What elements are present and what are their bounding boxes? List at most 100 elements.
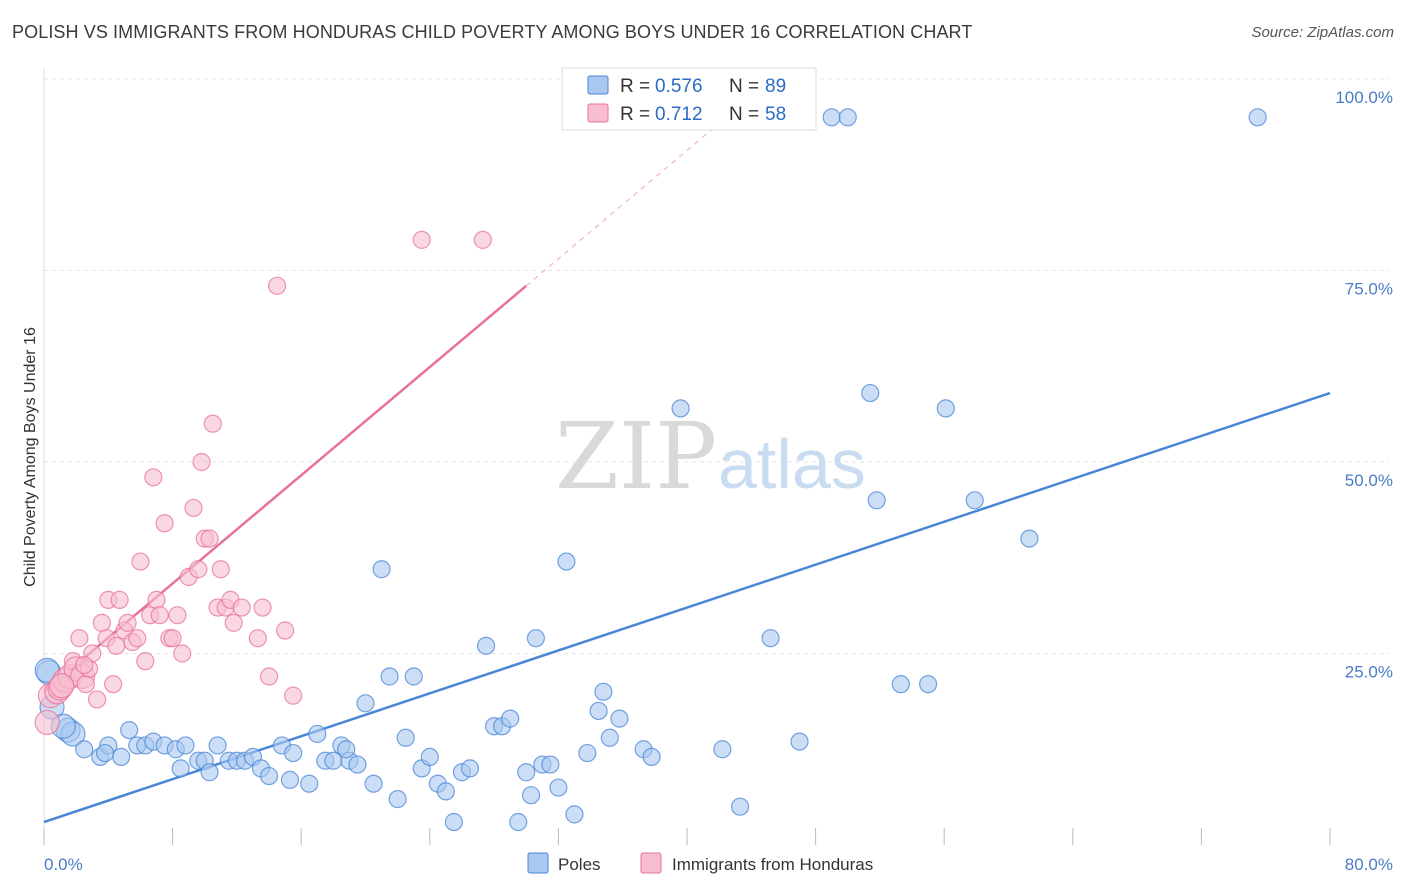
- poles-point-43: [420, 747, 439, 767]
- poles-point-69: [671, 399, 690, 418]
- honduras-point-57: [75, 655, 94, 675]
- poles-point-45: [436, 782, 455, 801]
- honduras-point-21: [118, 613, 137, 632]
- honduras-swatch: [587, 103, 609, 123]
- honduras-point-30: [155, 514, 174, 533]
- poles-point-74: [822, 108, 841, 127]
- poles-point-52: [501, 709, 520, 728]
- honduras-point-10: [76, 675, 95, 694]
- poles-point-7: [112, 747, 131, 767]
- tick-labels: 25.0% 50.0% 75.0% 100.0% 0.0% 80.0%: [44, 88, 1393, 874]
- honduras-point-37: [189, 560, 208, 579]
- watermark-zip: ZIP: [555, 403, 717, 510]
- poles-swatch: [587, 75, 609, 95]
- poles-point-28: [300, 774, 319, 793]
- poles-point-63: [589, 701, 608, 721]
- honduras-point-40: [200, 529, 219, 548]
- honduras-r-value: 0.712: [655, 104, 703, 125]
- poles-point-36: [364, 774, 383, 793]
- honduras-point-28: [147, 590, 166, 609]
- poles-point-60: [557, 552, 576, 571]
- poles-point-56: [526, 629, 545, 648]
- honduras-point-47: [232, 598, 251, 617]
- poles-point-39: [388, 789, 407, 809]
- watermark: ZIP atlas: [555, 403, 866, 510]
- honduras-point-8: [70, 629, 89, 648]
- poles-point-54: [517, 763, 536, 782]
- honduras-point-53: [284, 686, 303, 705]
- legend-swatch-poles: [527, 852, 549, 874]
- honduras-point-52: [276, 621, 295, 640]
- poles-point-46: [444, 812, 464, 832]
- grid-lines: [44, 78, 1390, 654]
- poles-point-80: [936, 399, 955, 418]
- poles-point-25: [259, 766, 279, 786]
- poles-r-value: 0.576: [655, 76, 703, 97]
- honduras-point-43: [211, 560, 230, 579]
- poles-point-75: [838, 108, 857, 127]
- poles-point-29: [308, 724, 327, 744]
- honduras-point-36: [184, 498, 203, 518]
- poles-point-18: [200, 763, 219, 782]
- poles-n-value: 89: [765, 76, 786, 97]
- x-tick-label-max: 80.0%: [1345, 855, 1393, 874]
- honduras-point-56: [49, 673, 75, 699]
- honduras-point-50: [259, 667, 279, 686]
- poles-point-68: [642, 747, 661, 767]
- honduras-n-label: N =: [729, 104, 759, 125]
- honduras-point-49: [253, 598, 272, 617]
- poles-point-83: [1248, 108, 1267, 127]
- poles-point-37: [372, 560, 391, 579]
- honduras-point-34: [173, 644, 192, 663]
- honduras-point-14: [92, 613, 111, 632]
- poles-point-77: [867, 491, 886, 510]
- poles-point-61: [565, 805, 584, 824]
- poles-point-38: [380, 667, 399, 686]
- poles-point-41: [404, 667, 423, 686]
- poles-point-87: [284, 743, 303, 763]
- poles-point-72: [761, 629, 780, 648]
- poles-point-15: [176, 736, 195, 755]
- poles-point-49: [476, 636, 496, 655]
- poles-point-55: [521, 786, 541, 805]
- legend-label-poles: Poles: [558, 855, 601, 874]
- legend-label-honduras: Immigrants from Honduras: [672, 855, 873, 874]
- poles-point-14: [171, 759, 190, 778]
- poles-point-40: [396, 728, 415, 747]
- honduras-point-51: [267, 276, 287, 295]
- honduras-point-18: [107, 636, 126, 655]
- poles-point-73: [790, 732, 809, 751]
- poles-point-35: [356, 694, 375, 713]
- honduras-point-23: [128, 629, 147, 648]
- watermark-atlas: atlas: [718, 425, 866, 503]
- series-legend: Poles Immigrants from Honduras: [527, 852, 873, 874]
- honduras-point-32: [163, 629, 182, 648]
- poles-point-66: [610, 709, 629, 728]
- x-tick-label-min: 0.0%: [44, 855, 83, 874]
- poles-point-78: [891, 675, 910, 694]
- honduras-r-label: R =: [620, 104, 650, 125]
- poles-point-34: [348, 755, 367, 774]
- source-label: Source: ZipAtlas.com: [1251, 24, 1394, 41]
- legend-swatch-honduras: [640, 852, 662, 874]
- honduras-point-54: [412, 230, 431, 249]
- honduras-point-24: [131, 552, 150, 571]
- poles-point-48: [460, 759, 480, 778]
- honduras-point-0: [34, 709, 60, 736]
- honduras-point-55: [473, 230, 492, 249]
- trend-extension-honduras: [525, 122, 720, 287]
- poles-point-71: [730, 797, 750, 816]
- y-tick-label: 100.0%: [1335, 88, 1393, 107]
- poles-point-27: [280, 770, 300, 789]
- chart-title: POLISH VS IMMIGRANTS FROM HONDURAS CHILD…: [12, 22, 973, 42]
- honduras-point-13: [87, 690, 107, 709]
- poles-point-4: [75, 740, 94, 759]
- honduras-point-46: [224, 613, 243, 632]
- honduras-point-27: [144, 468, 163, 487]
- poles-point-62: [578, 743, 597, 763]
- stats-legend: R = 0.576 N = 89 R = 0.712 N = 58: [561, 67, 817, 131]
- poles-point-59: [549, 778, 568, 797]
- honduras-point-17: [104, 675, 123, 694]
- honduras-n-value: 58: [765, 104, 786, 125]
